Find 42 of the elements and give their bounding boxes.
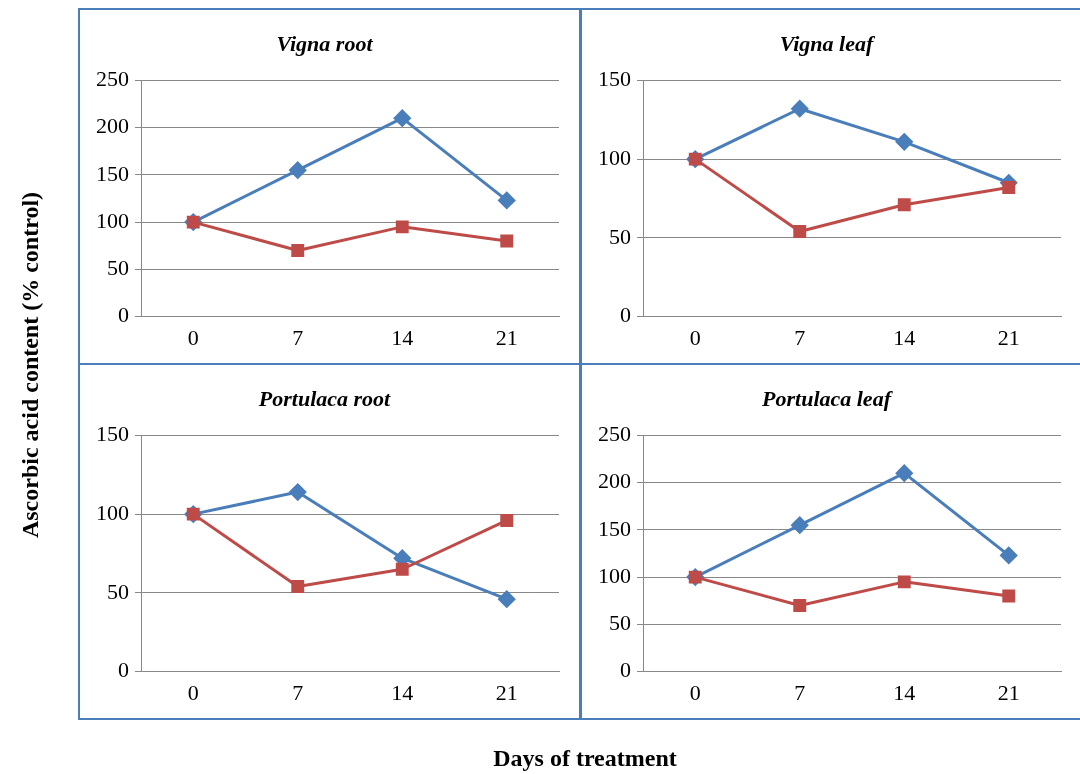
y-tick-label: 150 (598, 515, 631, 541)
x-tick-label: 21 (495, 324, 518, 350)
chart-title: Vigna root (276, 30, 374, 56)
y-tick-label: 100 (96, 207, 129, 233)
y-tick-label: 100 (598, 562, 631, 588)
x-tick-label: 7 (292, 324, 304, 350)
x-tick-label: 14 (391, 324, 414, 350)
y-tick-label: 250 (598, 421, 631, 447)
x-tick-label: 21 (495, 679, 518, 705)
x-tick-label: 14 (893, 324, 916, 350)
y-tick-label: 0 (118, 302, 129, 328)
y-tick-label: 250 (96, 66, 129, 92)
x-tick-label: 0 (689, 324, 701, 350)
x-tick-label: 14 (893, 679, 916, 705)
y-tick-label: 100 (96, 499, 129, 525)
x-tick-label: 21 (997, 324, 1020, 350)
y-axis-title: Ascorbic acid content (% control) (16, 191, 44, 539)
x-tick-label: 14 (391, 679, 414, 705)
x-tick-label: 7 (794, 324, 806, 350)
x-tick-label: 7 (794, 679, 806, 705)
y-tick-label: 50 (107, 578, 129, 604)
x-tick-label: 21 (997, 679, 1020, 705)
x-tick-label: 0 (689, 679, 701, 705)
x-axis-title: Days of treatment (493, 744, 677, 772)
chart-title: Portulaca root (257, 385, 392, 411)
y-tick-label: 0 (118, 657, 129, 683)
y-tick-label: 0 (620, 657, 631, 683)
y-tick-label: 200 (598, 468, 631, 494)
y-tick-label: 150 (96, 160, 129, 186)
y-tick-label: 0 (620, 302, 631, 328)
x-tick-label: 0 (187, 679, 199, 705)
y-tick-label: 200 (96, 113, 129, 139)
y-tick-label: 150 (598, 66, 631, 92)
y-tick-label: 50 (609, 223, 631, 249)
y-tick-label: 50 (609, 610, 631, 636)
y-tick-label: 100 (598, 144, 631, 170)
chart-title: Vigna leaf (779, 30, 876, 56)
y-tick-label: 50 (107, 255, 129, 281)
y-tick-label: 150 (96, 421, 129, 447)
chart-title: Portulaca leaf (761, 385, 894, 411)
x-tick-label: 0 (187, 324, 199, 350)
x-tick-label: 7 (292, 679, 304, 705)
